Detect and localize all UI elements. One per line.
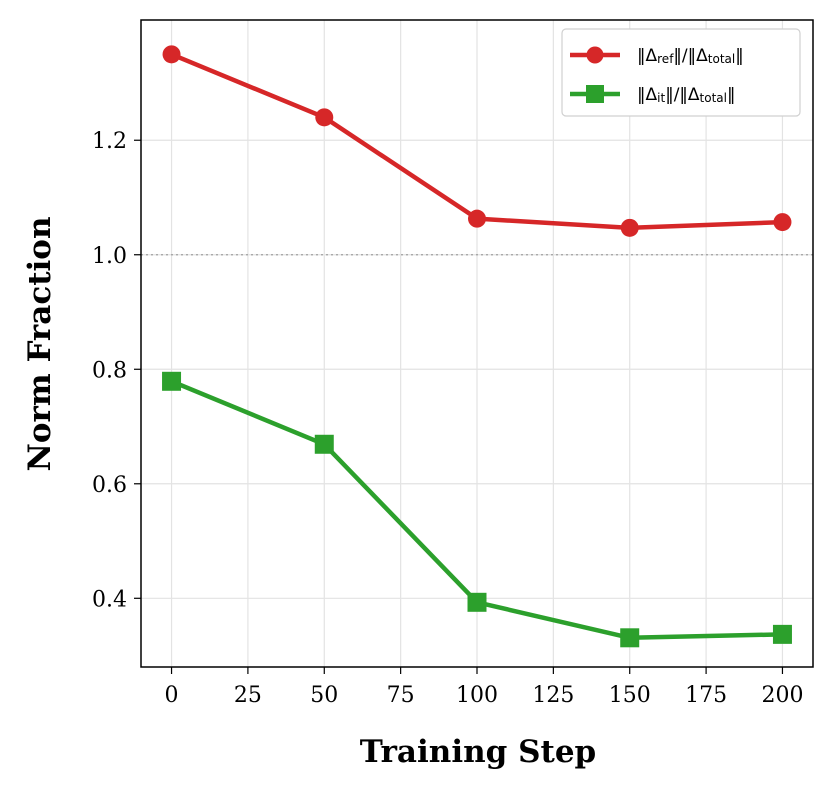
- x-axis-title: Training Step: [360, 734, 596, 770]
- data-point: [162, 45, 181, 64]
- y-tick-label: 0.4: [92, 587, 127, 612]
- legend-label-series-1: ‖Δit‖/‖Δtotal‖: [637, 85, 736, 105]
- data-point: [315, 108, 334, 127]
- data-point: [467, 592, 487, 612]
- data-point: [468, 209, 486, 228]
- data-point: [620, 628, 640, 648]
- x-tick-label: 125: [532, 683, 574, 708]
- data-point: [772, 624, 792, 644]
- data-point: [773, 213, 792, 232]
- y-tick-label: 1.0: [92, 244, 127, 269]
- x-tick-label: 25: [234, 683, 262, 708]
- y-tick-label: 0.6: [92, 473, 127, 498]
- legend-frame: [561, 28, 801, 117]
- x-tick-label: 150: [609, 683, 651, 708]
- x-tick-label: 100: [456, 683, 498, 708]
- x-tick-label: 75: [387, 683, 415, 708]
- legend: ‖Δref‖/‖Δtotal‖ ‖Δit‖/‖Δtotal‖: [561, 28, 801, 117]
- series-group: [162, 45, 792, 648]
- y-axis-title: Norm Fraction: [22, 216, 58, 471]
- data-point: [620, 218, 639, 237]
- legend-marker-series-1: [586, 85, 604, 103]
- x-tick-label: 50: [310, 683, 338, 708]
- legend-label-series-0: ‖Δref‖/‖Δtotal‖: [637, 46, 744, 66]
- data-point: [314, 434, 334, 454]
- axis-ticks: 0 25 50 75 100 125 150 175 200 0.4 0.6 0.8 1.0 1.2: [92, 129, 803, 708]
- x-tick-label: 175: [685, 683, 727, 708]
- legend-marker-series-0: [586, 46, 604, 64]
- grid-lines: [141, 20, 813, 667]
- x-tick-label: 200: [761, 683, 803, 708]
- data-point: [162, 371, 182, 391]
- y-tick-label: 0.8: [92, 358, 127, 383]
- y-tick-label: 1.2: [92, 129, 127, 154]
- x-tick-label: 0: [165, 683, 179, 708]
